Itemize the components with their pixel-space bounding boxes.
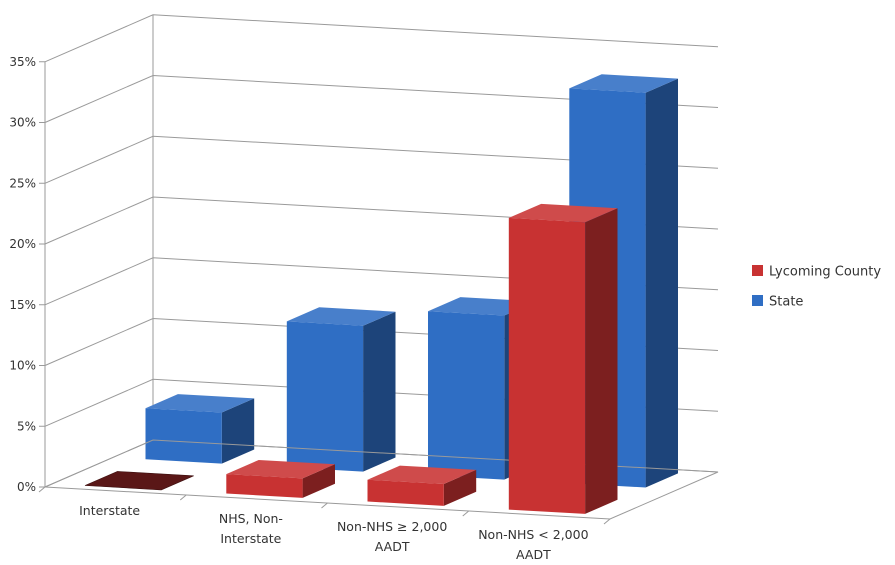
x-tick-label: Interstate [79,503,140,518]
x-tick-mark [462,510,470,517]
lycoming-series [84,203,618,514]
bar-lycoming-county-3 [367,465,477,506]
y-tick-label: 30% [9,116,36,130]
y-tick-label: 0% [17,480,36,494]
legend-label: Lycoming County [769,265,881,280]
y-tick-label: 25% [9,176,36,190]
x-tick-label: Non-NHS < 2,000 [478,527,588,542]
x-tick-label: Interstate [220,531,281,546]
x-tick-mark [179,494,187,501]
legend-swatch [752,265,763,276]
y-tick-label: 5% [17,419,36,433]
legend-swatch [752,295,763,306]
floor-outline [44,439,719,520]
bar-lycoming-county-4 [508,203,618,514]
legend-label: State [769,295,803,310]
x-tick-label: AADT [375,539,410,554]
x-tick-label: Non-NHS ≥ 2,000 [337,519,447,534]
bar-lycoming-county-1 [84,471,194,491]
x-tick-mark [38,486,46,493]
x-tick-mark [321,502,328,509]
x-tick-mark [603,518,611,525]
x-axis-ticks: Interstate NHS, Non- Interstate Non-NHS ≥ 2… [79,503,588,562]
legend: Lycoming County State [752,265,881,310]
x-tick-label: NHS, Non- [219,511,283,526]
y-tick-label: 15% [9,298,36,312]
side-wall [45,14,153,488]
bar-state-1 [145,394,255,464]
y-tick-label: 20% [9,237,36,251]
bar-lycoming-county-2 [226,460,335,498]
y-tick-label: 35% [9,55,36,69]
y-tick-label: 10% [9,359,36,373]
chart-floor [38,439,719,525]
y-axis-ticks: 0% 5% 10% 15% 20% 25% 30% 35% [9,55,45,494]
bar-state-2 [286,307,396,472]
x-tick-label: AADT [516,547,551,562]
